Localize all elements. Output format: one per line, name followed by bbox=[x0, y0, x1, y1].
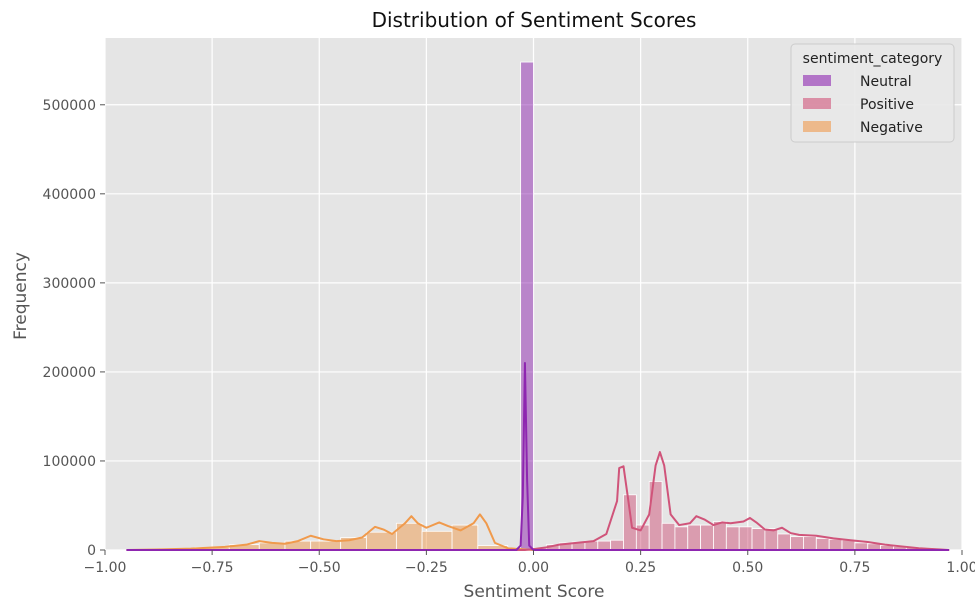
y-tick-label: 100000 bbox=[43, 454, 96, 470]
bar-positive bbox=[815, 538, 830, 551]
bar-positive bbox=[610, 539, 624, 551]
bar-positive bbox=[700, 524, 714, 551]
x-tick-label: −0.75 bbox=[191, 560, 234, 576]
bar-positive bbox=[777, 533, 791, 551]
x-tick-label: 0.50 bbox=[732, 560, 763, 576]
bar-negative bbox=[310, 540, 342, 551]
y-tick-label: 500000 bbox=[43, 98, 96, 114]
bar-positive bbox=[661, 522, 676, 551]
x-tick-label: 0.25 bbox=[625, 560, 656, 576]
x-tick-label: 1.00 bbox=[946, 560, 975, 576]
legend-label-neutral: Neutral bbox=[860, 74, 912, 90]
bar-positive bbox=[738, 526, 753, 551]
bar-negative bbox=[395, 522, 423, 551]
kde-lines bbox=[126, 362, 950, 551]
kde-line-negative bbox=[126, 513, 950, 551]
bar-positive bbox=[764, 528, 779, 551]
bar-positive bbox=[841, 539, 856, 551]
bar-positive bbox=[854, 542, 869, 551]
x-tick-label: 0.00 bbox=[518, 560, 549, 576]
y-tick-label: 400000 bbox=[43, 187, 96, 203]
bar-negative bbox=[421, 530, 453, 551]
bar-positive bbox=[687, 524, 702, 551]
legend-swatch-positive bbox=[803, 98, 831, 109]
bar-positive bbox=[597, 540, 612, 551]
bar-positive bbox=[751, 528, 766, 551]
bar-positive bbox=[648, 481, 663, 551]
y-axis-label: Frequency bbox=[11, 252, 31, 340]
bar-positive bbox=[623, 494, 637, 551]
legend-label-positive: Positive bbox=[860, 97, 914, 113]
y-tick-label: 200000 bbox=[43, 365, 96, 381]
y-tick-label: 0 bbox=[87, 543, 96, 559]
x-axis-label: Sentiment Score bbox=[464, 582, 605, 602]
bar-positive bbox=[725, 526, 740, 551]
chart-title: Distribution of Sentiment Scores bbox=[372, 8, 697, 32]
x-axis: −1.00 −0.75 −0.50 −0.25 0.00 0.25 0.50 0.75 1.00 bbox=[84, 550, 975, 576]
x-tick-label: −1.00 bbox=[84, 560, 127, 576]
y-tick-label: 300000 bbox=[43, 276, 96, 292]
legend-swatch-negative bbox=[803, 121, 831, 132]
x-tick-label: −0.25 bbox=[405, 560, 448, 576]
legend-title: sentiment_category bbox=[803, 51, 943, 67]
legend-label-negative: Negative bbox=[860, 120, 923, 136]
y-axis: 0 100000 200000 300000 400000 500000 bbox=[43, 98, 105, 559]
bar-positive bbox=[674, 526, 689, 551]
x-tick-label: 0.75 bbox=[839, 560, 870, 576]
bar-positive bbox=[790, 536, 804, 551]
legend-box bbox=[790, 43, 955, 143]
legend: sentiment_category Neutral Positive Negativ… bbox=[790, 43, 955, 143]
bar-positive bbox=[828, 538, 843, 551]
kde-line-neutral bbox=[126, 362, 950, 551]
x-tick-label: −0.50 bbox=[298, 560, 341, 576]
legend-swatch-neutral bbox=[803, 75, 831, 86]
bar-positive bbox=[803, 536, 817, 551]
bar-positive bbox=[713, 521, 727, 551]
kde-line-positive bbox=[126, 451, 950, 551]
